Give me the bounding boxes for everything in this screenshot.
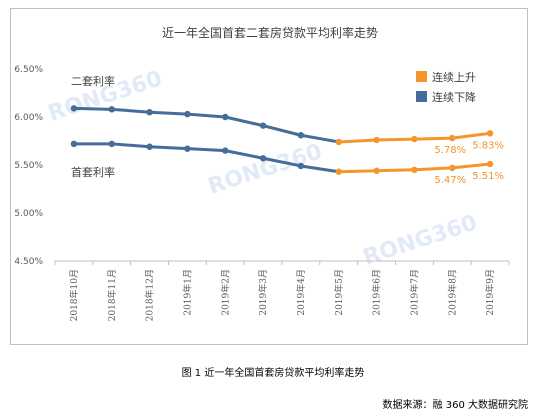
series-label: 二套利率 <box>71 74 115 88</box>
y-tick-label: 4.50% <box>14 257 43 267</box>
data-point <box>222 147 229 154</box>
data-point <box>184 145 191 152</box>
figure-caption: 图 1 近一年全国首套房贷款平均利率走势 <box>181 368 365 379</box>
data-point <box>373 136 380 144</box>
data-label: 5.47% <box>434 175 466 186</box>
data-point <box>373 167 380 174</box>
data-point <box>108 106 115 113</box>
data-point <box>411 135 418 143</box>
data-point <box>449 164 456 172</box>
watermark-text: RONG360 <box>360 210 480 270</box>
legend-label: 连续上升 <box>432 70 476 84</box>
data-point <box>411 166 418 173</box>
data-point <box>146 143 153 150</box>
x-tick-label: 2019年2月 <box>219 269 231 316</box>
x-tick-label: 2018年12月 <box>144 269 156 321</box>
legend-swatch <box>416 71 427 82</box>
data-point <box>108 140 115 148</box>
data-point <box>335 168 342 175</box>
data-label: 5.83% <box>472 140 504 151</box>
data-point <box>297 132 305 139</box>
data-point <box>184 110 191 118</box>
x-tick-label: 2019年5月 <box>333 269 345 316</box>
data-point <box>70 140 78 148</box>
series-line-falling <box>72 106 341 144</box>
x-tick-label: 2018年10月 <box>68 269 80 321</box>
chart-title: 近一年全国首套二套房贷款平均利率走势 <box>162 25 378 40</box>
data-point <box>259 155 267 162</box>
x-tick-label: 2019年6月 <box>371 269 383 316</box>
chart-frame: RONG360 RONG360 RONG360 近一年全国首套二套房贷款平均利率走势… <box>10 8 528 345</box>
data-point <box>222 113 229 121</box>
legend-label: 连续下降 <box>432 90 476 104</box>
x-tick-label: 2019年8月 <box>446 269 458 316</box>
data-point <box>297 162 305 170</box>
y-tick-label: 5.50% <box>14 161 43 171</box>
y-tick-label: 6.00% <box>14 113 43 123</box>
series-line-falling <box>72 142 341 174</box>
y-tick-label: 5.00% <box>14 209 43 219</box>
x-tick-label: 2019年1月 <box>181 269 193 316</box>
x-tick-label: 2019年4月 <box>295 269 307 316</box>
data-point <box>486 130 494 137</box>
series-label: 首套利率 <box>71 165 115 179</box>
data-point <box>146 109 153 116</box>
data-label: 5.78% <box>434 145 466 156</box>
data-point <box>259 122 267 129</box>
data-point <box>486 160 494 168</box>
data-point <box>70 105 78 112</box>
legend-swatch <box>416 91 427 102</box>
x-tick-label: 2018年11月 <box>106 269 118 321</box>
data-point <box>449 134 456 142</box>
source-note: 数据来源：融 360 大数据研究院 <box>382 400 528 411</box>
data-point <box>335 138 342 146</box>
x-tick-label: 2019年7月 <box>408 269 420 316</box>
x-tick-label: 2019年9月 <box>484 269 496 316</box>
data-label: 5.51% <box>472 171 504 182</box>
y-tick-label: 6.50% <box>14 65 43 75</box>
x-tick-label: 2019年3月 <box>257 269 269 316</box>
